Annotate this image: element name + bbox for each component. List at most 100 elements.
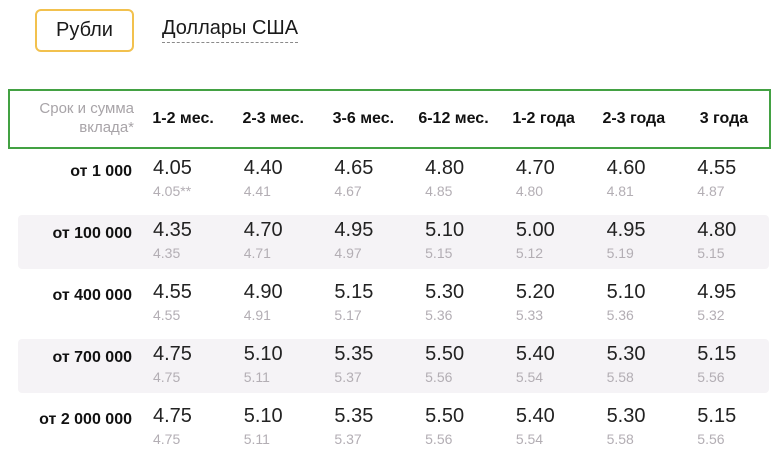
column-header-6-12-mes: 6-12 мес. bbox=[418, 110, 489, 127]
rate-main: 5.10 bbox=[243, 405, 283, 427]
rate-sub: 4.91 bbox=[243, 307, 271, 323]
rate-sub: 5.37 bbox=[334, 369, 362, 385]
rate-main: 5.10 bbox=[606, 281, 646, 303]
rate-sub: 4.41 bbox=[243, 183, 271, 199]
rate-sub: 5.19 bbox=[606, 245, 634, 261]
row-label: от 1 000 bbox=[70, 163, 132, 180]
rate-sub: 5.58 bbox=[606, 369, 634, 385]
rate-cell: 4.70 4.80 bbox=[499, 149, 590, 211]
rate-sub: 5.58 bbox=[606, 431, 634, 447]
rate-cell: 5.10 5.11 bbox=[227, 335, 318, 397]
rate-main: 4.05 bbox=[153, 157, 192, 179]
tab-rubles[interactable]: Рубли bbox=[35, 8, 134, 52]
rate-cell: 4.60 4.81 bbox=[590, 149, 681, 211]
rate-sub: 5.56 bbox=[425, 369, 453, 385]
rate-main: 4.80 bbox=[425, 157, 465, 179]
column-header-2-3-goda: 2-3 года bbox=[602, 110, 666, 127]
rate-sub: 5.11 bbox=[243, 369, 270, 385]
rate-cell: 4.65 4.67 bbox=[317, 149, 408, 211]
rate-main: 4.75 bbox=[153, 343, 192, 365]
rate-main: 4.95 bbox=[606, 219, 646, 241]
rate-cell: 5.20 5.33 bbox=[499, 273, 590, 335]
rate-cell: 5.15 5.56 bbox=[680, 397, 771, 459]
rate-main: 5.30 bbox=[425, 281, 465, 303]
table-row: от 1 000 4.05 4.05** 4.40 4.41 4.65 4.67 4.… bbox=[8, 149, 771, 211]
currency-tabs: Рубли Доллары США bbox=[0, 0, 779, 52]
rate-cell: 4.35 4.35 bbox=[136, 211, 227, 273]
rate-main: 5.40 bbox=[515, 343, 555, 365]
rate-sub: 5.11 bbox=[243, 431, 270, 447]
rate-cell: 4.90 4.91 bbox=[227, 273, 318, 335]
rate-main: 4.60 bbox=[606, 157, 646, 179]
rate-cell: 4.80 4.85 bbox=[408, 149, 499, 211]
rate-cell: 5.40 5.54 bbox=[499, 397, 590, 459]
rate-main: 4.95 bbox=[334, 219, 374, 241]
rate-main: 4.65 bbox=[334, 157, 374, 179]
rate-sub: 4.55 bbox=[153, 307, 181, 323]
column-header-2-3-mes: 2-3 мес. bbox=[242, 110, 304, 127]
rate-main: 4.55 bbox=[153, 281, 192, 303]
rate-sub: 4.35 bbox=[153, 245, 181, 261]
rate-cell: 5.35 5.37 bbox=[317, 397, 408, 459]
rate-sub: 5.54 bbox=[515, 431, 544, 447]
rate-main: 4.35 bbox=[153, 219, 192, 241]
rate-cell: 5.00 5.12 bbox=[499, 211, 590, 273]
rate-cell: 5.30 5.58 bbox=[590, 335, 681, 397]
rate-cell: 5.15 5.17 bbox=[317, 273, 408, 335]
rate-cell: 5.50 5.56 bbox=[408, 397, 499, 459]
rate-cell: 4.55 4.55 bbox=[136, 273, 227, 335]
table-row: от 400 000 4.55 4.55 4.90 4.91 5.15 5.17 5.… bbox=[8, 273, 771, 335]
rate-main: 5.30 bbox=[606, 405, 646, 427]
rate-sub: 4.80 bbox=[515, 183, 544, 199]
rate-sub: 4.71 bbox=[243, 245, 271, 261]
rate-main: 4.55 bbox=[697, 157, 737, 179]
column-header-1-2-goda: 1-2 года bbox=[512, 110, 575, 127]
rate-main: 5.00 bbox=[515, 219, 555, 241]
rate-cell: 5.30 5.58 bbox=[590, 397, 681, 459]
rate-sub: 5.32 bbox=[697, 307, 725, 323]
rate-main: 4.75 bbox=[153, 405, 192, 427]
rate-cell: 5.10 5.15 bbox=[408, 211, 499, 273]
rate-sub: 5.17 bbox=[334, 307, 362, 323]
rate-cell: 4.55 4.87 bbox=[680, 149, 771, 211]
table-header-row: Срок и сумма вклада* 1-2 мес. 2-3 мес. 3… bbox=[8, 89, 771, 149]
rate-sub: 4.85 bbox=[425, 183, 453, 199]
table-row: от 700 000 4.75 4.75 5.10 5.11 5.35 5.37 5.… bbox=[8, 335, 771, 397]
rate-cell: 4.95 5.32 bbox=[680, 273, 771, 335]
table-row: от 100 000 4.35 4.35 4.70 4.71 4.95 4.97 5.… bbox=[8, 211, 771, 273]
rate-main: 5.35 bbox=[334, 343, 374, 365]
rate-sub: 4.87 bbox=[697, 183, 725, 199]
corner-header: Срок и сумма вклада* bbox=[39, 100, 134, 136]
rate-main: 4.80 bbox=[697, 219, 737, 241]
rate-main: 4.90 bbox=[243, 281, 283, 303]
rate-main: 4.40 bbox=[243, 157, 283, 179]
rate-sub: 4.81 bbox=[606, 183, 634, 199]
rate-cell: 4.05 4.05** bbox=[136, 149, 227, 211]
rate-main: 4.70 bbox=[515, 157, 555, 179]
rate-cell: 5.40 5.54 bbox=[499, 335, 590, 397]
rate-main: 5.15 bbox=[334, 281, 374, 303]
rate-main: 5.50 bbox=[425, 343, 465, 365]
rate-cell: 5.10 5.11 bbox=[227, 397, 318, 459]
rate-sub: 5.15 bbox=[697, 245, 725, 261]
rate-main: 5.15 bbox=[697, 405, 737, 427]
rate-sub: 5.12 bbox=[515, 245, 544, 261]
rate-sub: 4.05** bbox=[153, 183, 192, 199]
rate-sub: 5.36 bbox=[425, 307, 453, 323]
rate-cell: 5.10 5.36 bbox=[590, 273, 681, 335]
rate-cell: 4.95 4.97 bbox=[317, 211, 408, 273]
rate-cell: 5.35 5.37 bbox=[317, 335, 408, 397]
rate-cell: 4.40 4.41 bbox=[227, 149, 318, 211]
rate-cell: 4.70 4.71 bbox=[227, 211, 318, 273]
rate-cell: 4.75 4.75 bbox=[136, 335, 227, 397]
rate-sub: 4.67 bbox=[334, 183, 362, 199]
row-label: от 2 000 000 bbox=[39, 411, 132, 428]
rate-main: 4.70 bbox=[243, 219, 283, 241]
column-header-3-6-mes: 3-6 мес. bbox=[332, 110, 395, 127]
tab-usd[interactable]: Доллары США bbox=[161, 17, 299, 43]
rate-main: 5.35 bbox=[334, 405, 374, 427]
rate-sub: 5.56 bbox=[697, 369, 725, 385]
rate-cell: 5.50 5.56 bbox=[408, 335, 499, 397]
row-label: от 700 000 bbox=[52, 349, 133, 366]
